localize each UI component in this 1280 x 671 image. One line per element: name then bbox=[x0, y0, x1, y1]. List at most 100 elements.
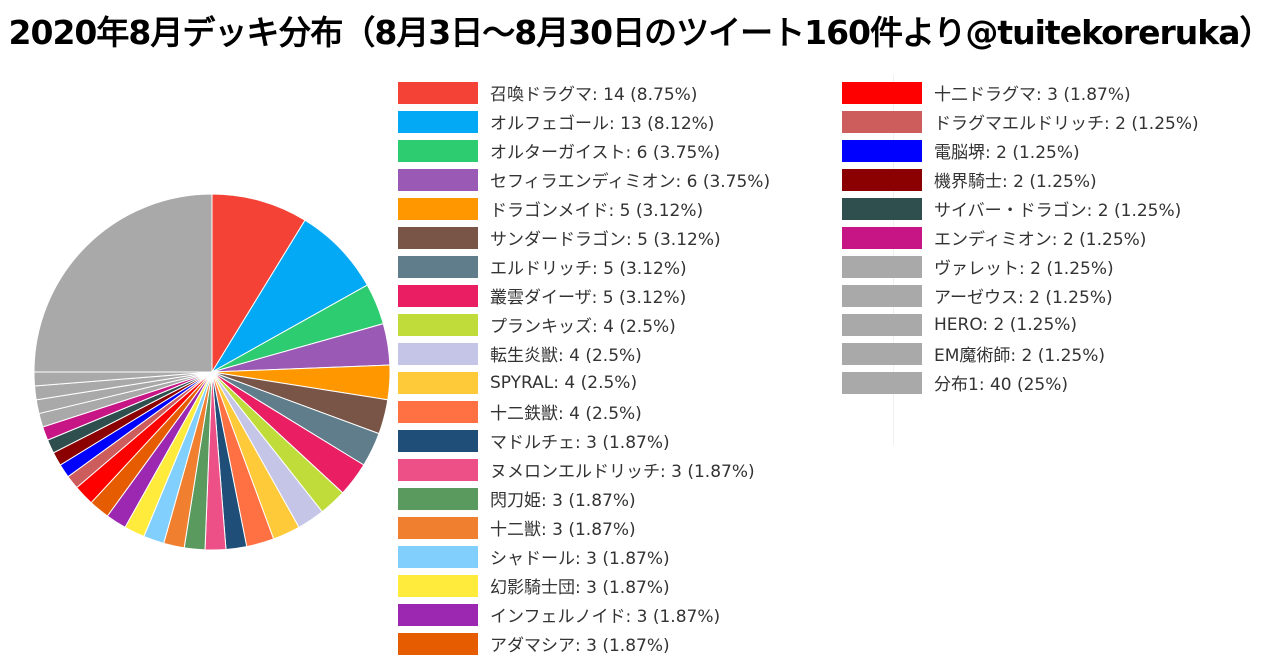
legend-swatch bbox=[398, 516, 478, 539]
legend-item-29: EM魔術師: 2 (1.25%) bbox=[842, 339, 1199, 368]
legend-item-25: エンディミオン: 2 (1.25%) bbox=[842, 223, 1199, 252]
legend-item-28: HERO: 2 (1.25%) bbox=[842, 310, 1199, 339]
legend-label: サンダードラゴン: 5 (3.12%) bbox=[490, 230, 721, 250]
legend-label: 幻影騎士団: 3 (1.87%) bbox=[490, 578, 670, 598]
legend-label: サイバー・ドラゴン: 2 (1.25%) bbox=[934, 201, 1182, 221]
legend-swatch bbox=[842, 313, 922, 336]
legend-item-2: オルターガイスト: 6 (3.75%) bbox=[398, 136, 770, 165]
legend-label: ヴァレット: 2 (1.25%) bbox=[934, 259, 1114, 279]
legend-item-26: ヴァレット: 2 (1.25%) bbox=[842, 252, 1199, 281]
legend-item-17: 幻影騎士団: 3 (1.87%) bbox=[398, 571, 770, 600]
legend-swatch bbox=[842, 255, 922, 278]
pie-slice-1 bbox=[210, 219, 368, 374]
legend-swatch bbox=[842, 342, 922, 365]
legend-swatch bbox=[842, 226, 922, 249]
legend-column-right: 十二ドラグマ: 3 (1.87%) ドラグマエルドリッチ: 2 (1.25%) 電脳… bbox=[842, 78, 1199, 397]
legend-label: シャドール: 3 (1.87%) bbox=[490, 549, 670, 569]
legend-label: オルフェゴール: 13 (8.12%) bbox=[490, 114, 715, 134]
legend-label: エルドリッチ: 5 (3.12%) bbox=[490, 259, 687, 279]
pie-slice-0 bbox=[211, 193, 306, 374]
legend-item-23: 機界騎士: 2 (1.25%) bbox=[842, 165, 1199, 194]
legend-label: EM魔術師: 2 (1.25%) bbox=[934, 346, 1106, 366]
legend-item-10: SPYRAL: 4 (2.5%) bbox=[398, 368, 770, 397]
legend-label: 機界騎士: 2 (1.25%) bbox=[934, 172, 1097, 192]
legend-item-7: 叢雲ダイーザ: 5 (3.12%) bbox=[398, 281, 770, 310]
legend-swatch bbox=[398, 429, 478, 452]
legend-item-30: 分布1: 40 (25%) bbox=[842, 368, 1199, 397]
legend-label: オルターガイスト: 6 (3.75%) bbox=[490, 143, 721, 163]
legend-swatch bbox=[398, 342, 478, 365]
legend-label: インフェルノイド: 3 (1.87%) bbox=[490, 607, 721, 627]
legend-label: マドルチェ: 3 (1.87%) bbox=[490, 433, 670, 453]
legend-label: 叢雲ダイーザ: 5 (3.12%) bbox=[490, 288, 687, 308]
legend-item-18: インフェルノイド: 3 (1.87%) bbox=[398, 600, 770, 629]
legend-item-19: アダマシア: 3 (1.87%) bbox=[398, 629, 770, 658]
legend-swatch bbox=[398, 458, 478, 481]
legend-item-5: サンダードラゴン: 5 (3.12%) bbox=[398, 223, 770, 252]
legend-swatch bbox=[398, 313, 478, 336]
legend-item-11: 十二鉄獣: 4 (2.5%) bbox=[398, 397, 770, 426]
legend-label: セフィラエンディミオン: 6 (3.75%) bbox=[490, 172, 771, 192]
legend-swatch bbox=[842, 110, 922, 133]
legend-swatch bbox=[398, 255, 478, 278]
legend-label: アダマシア: 3 (1.87%) bbox=[490, 636, 670, 656]
pie-slice-30 bbox=[33, 193, 213, 373]
legend-swatch bbox=[842, 81, 922, 104]
legend-swatch bbox=[398, 139, 478, 162]
legend-swatch bbox=[842, 284, 922, 307]
legend-swatch bbox=[398, 226, 478, 249]
legend-item-12: マドルチェ: 3 (1.87%) bbox=[398, 426, 770, 455]
legend-label: 転生炎獣: 4 (2.5%) bbox=[490, 346, 642, 366]
legend-label: アーゼウス: 2 (1.25%) bbox=[934, 288, 1113, 308]
legend-item-6: エルドリッチ: 5 (3.12%) bbox=[398, 252, 770, 281]
legend-swatch bbox=[398, 603, 478, 626]
legend-label: 十二獣: 3 (1.87%) bbox=[490, 520, 636, 540]
legend-item-24: サイバー・ドラゴン: 2 (1.25%) bbox=[842, 194, 1199, 223]
legend-swatch bbox=[398, 168, 478, 191]
legend-label: エンディミオン: 2 (1.25%) bbox=[934, 230, 1147, 250]
legend-label: ドラゴンメイド: 5 (3.12%) bbox=[490, 201, 704, 221]
legend-swatch bbox=[842, 139, 922, 162]
legend-item-27: アーゼウス: 2 (1.25%) bbox=[842, 281, 1199, 310]
legend-item-8: プランキッズ: 4 (2.5%) bbox=[398, 310, 770, 339]
legend-swatch bbox=[398, 545, 478, 568]
legend-swatch bbox=[842, 197, 922, 220]
legend-item-9: 転生炎獣: 4 (2.5%) bbox=[398, 339, 770, 368]
legend-swatch bbox=[398, 574, 478, 597]
legend-label: ヌメロンエルドリッチ: 3 (1.87%) bbox=[490, 462, 755, 482]
legend-column-left: 召喚ドラグマ: 14 (8.75%) オルフェゴール: 13 (8.12%) オルタ… bbox=[398, 78, 770, 658]
legend-item-4: ドラゴンメイド: 5 (3.12%) bbox=[398, 194, 770, 223]
legend-label: プランキッズ: 4 (2.5%) bbox=[490, 317, 676, 337]
legend-label: 閃刀姫: 3 (1.87%) bbox=[490, 491, 636, 511]
legend-swatch bbox=[398, 632, 478, 655]
legend-swatch bbox=[398, 371, 478, 394]
legend-label: 十二ドラグマ: 3 (1.87%) bbox=[934, 85, 1131, 105]
legend-swatch bbox=[398, 284, 478, 307]
legend-swatch bbox=[398, 197, 478, 220]
pie-chart bbox=[33, 193, 391, 551]
legend-item-1: オルフェゴール: 13 (8.12%) bbox=[398, 107, 770, 136]
legend-label: 電脳堺: 2 (1.25%) bbox=[934, 143, 1080, 163]
legend-item-22: 電脳堺: 2 (1.25%) bbox=[842, 136, 1199, 165]
legend-item-21: ドラグマエルドリッチ: 2 (1.25%) bbox=[842, 107, 1199, 136]
legend-swatch bbox=[398, 110, 478, 133]
legend-label: 十二鉄獣: 4 (2.5%) bbox=[490, 404, 642, 424]
legend-item-16: シャドール: 3 (1.87%) bbox=[398, 542, 770, 571]
legend-item-0: 召喚ドラグマ: 14 (8.75%) bbox=[398, 78, 770, 107]
legend-label: ドラグマエルドリッチ: 2 (1.25%) bbox=[934, 114, 1199, 134]
legend-item-15: 十二獣: 3 (1.87%) bbox=[398, 513, 770, 542]
legend-swatch bbox=[398, 487, 478, 510]
legend-item-20: 十二ドラグマ: 3 (1.87%) bbox=[842, 78, 1199, 107]
legend-label: 召喚ドラグマ: 14 (8.75%) bbox=[490, 85, 698, 105]
legend-swatch bbox=[842, 371, 922, 394]
legend-label: 分布1: 40 (25%) bbox=[934, 375, 1069, 395]
chart-title: 2020年8月デッキ分布（8月3日～8月30日のツイート160件より@tuite… bbox=[8, 13, 1273, 52]
legend-swatch bbox=[842, 168, 922, 191]
legend-item-13: ヌメロンエルドリッチ: 3 (1.87%) bbox=[398, 455, 770, 484]
legend-label: SPYRAL: 4 (2.5%) bbox=[490, 372, 638, 393]
legend-item-3: セフィラエンディミオン: 6 (3.75%) bbox=[398, 165, 770, 194]
legend-label: HERO: 2 (1.25%) bbox=[934, 314, 1078, 335]
legend-swatch bbox=[398, 400, 478, 423]
legend-swatch bbox=[398, 81, 478, 104]
legend-item-14: 閃刀姫: 3 (1.87%) bbox=[398, 484, 770, 513]
